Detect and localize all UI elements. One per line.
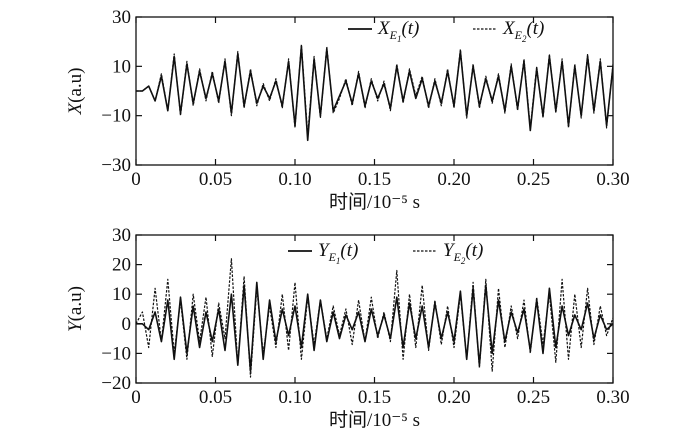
plot-frame xyxy=(135,234,614,384)
y-tick-label: −20 xyxy=(101,373,131,394)
x-tick-label: 0.15 xyxy=(358,387,391,408)
x-tick-label: 0 xyxy=(131,387,141,408)
series-line-1 xyxy=(136,281,613,373)
y-tick-label: −10 xyxy=(101,106,131,127)
x-tick-label: 0.30 xyxy=(596,387,629,408)
x-tick-label: 0.20 xyxy=(437,387,470,408)
x-tick-label: 0.15 xyxy=(358,169,391,190)
x-tick-label: 0.10 xyxy=(278,387,311,408)
legend-label-1: YE1(t) xyxy=(318,240,358,266)
chart-top: 0 0.05 0.10 0.15 0.20 0.25 0.30 30 10 −10 −30 时间/10… xyxy=(65,7,630,213)
y-tick-label: 30 xyxy=(112,7,131,28)
y-tick-label: 0 xyxy=(122,314,132,335)
x-tick-label: 0.05 xyxy=(199,169,232,190)
y-tick-label: 30 xyxy=(112,225,131,246)
y-tick-label: −30 xyxy=(101,155,131,176)
chart-bottom: 0 0.05 0.10 0.15 0.20 0.25 0.30 30 20 10 0 −10 −20 时间… xyxy=(65,225,630,431)
legend-label-2: XE2(t) xyxy=(502,18,544,44)
y-tick-label: 10 xyxy=(112,284,131,305)
series-line-2 xyxy=(136,43,613,136)
x-tick-label: 0.30 xyxy=(596,169,629,190)
x-tick-label: 0.25 xyxy=(517,169,550,190)
legend-label-2: YE2(t) xyxy=(443,240,483,266)
x-tick-label: 0.25 xyxy=(517,387,550,408)
y-tick-label: −10 xyxy=(101,343,131,364)
x-tick-label: 0.20 xyxy=(437,169,470,190)
series-line-2 xyxy=(136,258,613,378)
y-tick-label: 20 xyxy=(112,255,131,276)
x-tick-label: 0.10 xyxy=(278,169,311,190)
y-axis-label: Y(a.u) xyxy=(65,286,86,332)
y-tick-label: 10 xyxy=(112,56,131,77)
x-axis-label: 时间/10⁻⁵ s xyxy=(329,191,420,213)
x-axis-label: 时间/10⁻⁵ s xyxy=(329,409,420,431)
y-axis-label: X(a.u) xyxy=(65,68,86,116)
x-tick-label: 0.05 xyxy=(199,387,232,408)
x-tick-label: 0 xyxy=(131,169,141,190)
legend-label-1: XE1(t) xyxy=(377,18,419,44)
